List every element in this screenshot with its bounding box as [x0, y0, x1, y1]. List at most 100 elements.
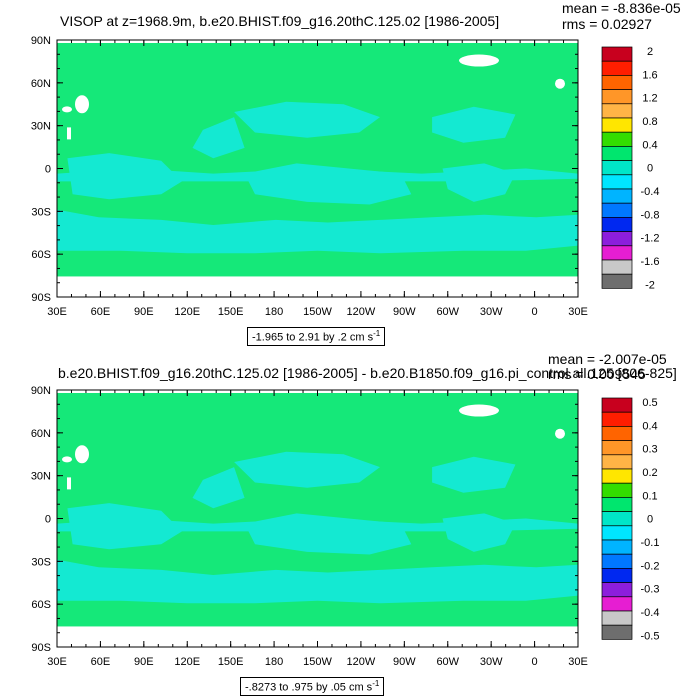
panel1-colorbar-box: [601, 89, 633, 105]
panel1-mean: mean = -8.836e-05: [562, 0, 681, 16]
panel2-xtick-label: 150W: [303, 656, 332, 668]
panel2-xtick-label: 30E: [47, 656, 67, 668]
panel1-landmask: [555, 78, 565, 89]
panel2-negative-region: [234, 451, 380, 488]
panel1-negative-region: [57, 168, 578, 182]
panel2-colorbar-box: [601, 568, 633, 583]
panel2-xtick-label: 90E: [134, 656, 154, 668]
panel2-colorbar-label: -0.4: [641, 607, 660, 619]
panel2-xtick-label: 180: [265, 656, 283, 668]
panel1-ytick-label: 90N: [31, 35, 51, 47]
panel2-colorbar-label: -0.1: [641, 537, 660, 549]
panel2-xtick-label: 30E: [568, 656, 588, 668]
panel1-colorbar-box: [601, 146, 633, 161]
panel1-xtick-label: 30W: [480, 306, 503, 318]
panel1-xtick-label: 90E: [134, 306, 154, 318]
panel1-map-group: 90N 60N 30N 0 30S 60S 90S 30E 60E 90E 120E 150E 180 1…: [31, 35, 588, 318]
panel1-xtick-label: 30E: [568, 306, 588, 318]
panel1-colorbar-label: -1.2: [641, 233, 660, 245]
panel2-map-group: 90N 60N 30N 0 30S 60S 90S 30E 60E 90E 120E 150E 180 1…: [31, 385, 588, 668]
panel2-xtick-label: 150E: [218, 656, 244, 668]
panel1-colorbar-box: [601, 231, 633, 247]
panel2-ytick-label: 90N: [31, 385, 51, 397]
panel1-xtick-label: 150E: [218, 306, 244, 318]
panel2-ytick-label: 0: [45, 514, 51, 526]
panel2-xtick-label: 60W: [436, 656, 459, 668]
panel1-colorbar-label: -0.8: [641, 209, 660, 221]
panel1-negative-region: [57, 209, 578, 254]
panel2-colorbar-label: -0.5: [641, 630, 660, 642]
panel1-colorbar-label: 0.8: [642, 116, 657, 128]
panel1-negative-region: [432, 106, 516, 143]
panel1-colorbar-box: [601, 273, 633, 289]
panel2-xtick-label: 90W: [393, 656, 416, 668]
panel1-landmask: [75, 95, 89, 114]
panel2-colorbar-box: [601, 610, 633, 626]
panel2-ytick-label: 30N: [31, 471, 51, 483]
panel2-colorbar-box: [601, 553, 633, 569]
panel1-xtick-label: 150W: [303, 306, 332, 318]
panel2-colorbar-label: -0.3: [641, 584, 660, 596]
panel1-colorbar-box: [601, 60, 633, 76]
panel2-colorbar-box: [601, 525, 633, 541]
panel2-xtick-label: 120W: [347, 656, 376, 668]
panel2-landmask: [459, 404, 500, 417]
panel2-colorbar-box: [601, 482, 633, 498]
panel2-negative-region: [192, 467, 245, 509]
panel1-negative-region: [234, 101, 380, 138]
panel1-xtick-label: 30E: [47, 306, 67, 318]
panel1-colorbar-label: 1.6: [642, 69, 657, 81]
panel1-colorbar-box: [601, 245, 633, 261]
panel2-landmask: [555, 428, 565, 439]
panel2-landmask: [75, 445, 89, 464]
panel1-ytick-label: 60S: [31, 249, 51, 261]
panel2-negative-region: [57, 518, 578, 532]
panel2-xtick-label: 120E: [174, 656, 200, 668]
panel1-landmask: [62, 106, 72, 113]
panel2-negative-region: [57, 559, 578, 604]
panel1-colorbar-box: [601, 188, 633, 204]
panel1-xtick-label: 60E: [91, 306, 111, 318]
panel2-colorbar: 0.5 0.4 0.3 0.2 0.1 0 -0.1 -0.2 -0.3 -0.4 -0.5: [601, 397, 660, 642]
panel2-colorbar-label: 0.1: [642, 490, 657, 502]
panel2-xtick-label: 0: [532, 656, 538, 668]
panel2-ytick-label: 30S: [31, 556, 51, 568]
panel2-colorbar-box: [601, 624, 633, 640]
panel1-colorbar-box: [601, 75, 633, 90]
panel1-landmask: [67, 127, 71, 140]
panel1-ytick-label: 30N: [31, 121, 51, 133]
panel1-colorbar-label: -2: [645, 279, 655, 291]
panel2-colorbar-box: [601, 596, 633, 612]
panel1-range-text: -1.965 to 2.91 by .2 cm s: [252, 331, 374, 344]
panel1-xtick-label: 0: [532, 306, 538, 318]
panel1-colorbar-label: 1.2: [642, 93, 657, 105]
panel2-colorbar-label: 0.3: [642, 444, 657, 456]
panel2-range-exp: -1: [372, 679, 380, 688]
panel2-xtick-label: 30W: [480, 656, 503, 668]
panel1-rms: rms = 0.02927: [562, 16, 652, 32]
panel1-colorbar-label: -1.6: [641, 256, 660, 268]
panel2-negative-region: [432, 456, 516, 493]
panel1-colorbar: 2 1.6 1.2 0.8 0.4 0 -0.4 -0.8 -1.2 -1.6 -2: [601, 46, 660, 291]
panel1-ytick-label: 30S: [31, 206, 51, 218]
panel2-colorbar-box: [601, 397, 633, 413]
panel2-colorbar-box: [601, 511, 633, 527]
panel2-ytick-label: 60S: [31, 599, 51, 611]
panel2-landmask: [62, 456, 72, 463]
panel1-colorbar-box: [601, 217, 633, 232]
panel1-colorbar-box: [601, 259, 633, 275]
panel1-ytick-label: 90S: [31, 292, 51, 304]
panel1-colorbar-box: [601, 103, 633, 119]
panel1-colorbar-box: [601, 160, 633, 176]
panel1-colorbar-label: 0.4: [642, 139, 657, 151]
panel1-colorbar-box: [601, 202, 633, 218]
panel2-colorbar-box: [601, 440, 633, 456]
panel1-xtick-label: 120E: [174, 306, 200, 318]
panel2-ytick-label: 60N: [31, 428, 51, 440]
panel1-xtick-label: 90W: [393, 306, 416, 318]
panel2-colorbar-label: -0.2: [641, 560, 660, 572]
panel1-ytick-label: 60N: [31, 78, 51, 90]
panel1-ytick-label: 0: [45, 164, 51, 176]
panel1-title: VISOP at z=1968.9m, b.e20.BHIST.f09_g16.…: [60, 13, 500, 29]
